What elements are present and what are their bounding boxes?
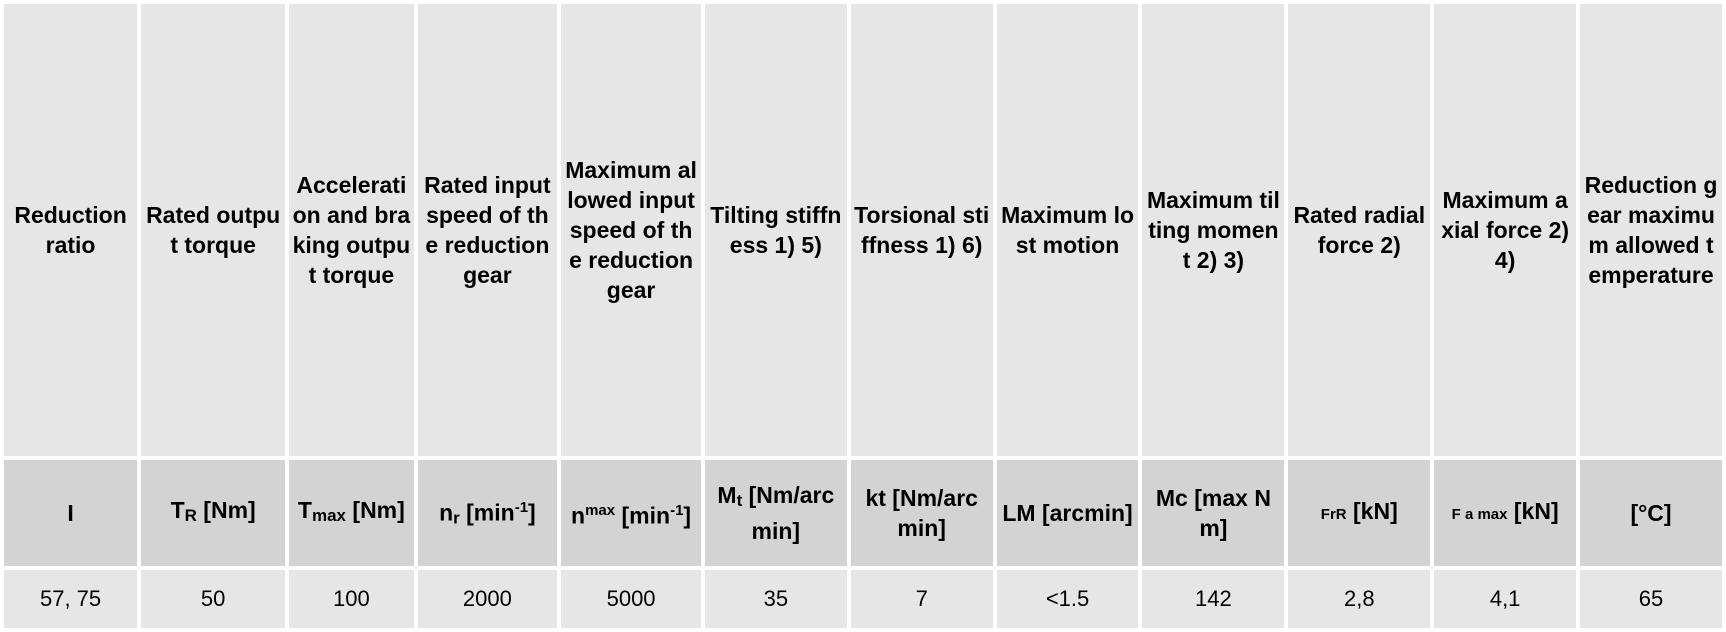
value-torsional-stiffness: 7: [850, 570, 993, 628]
header-max-lost-motion: Maximum lost motion: [996, 4, 1139, 456]
symbol-rated-output-torque: TR [Nm]: [141, 460, 286, 566]
value-row: 57, 75 50 100 2000 5000 35 7 <1.5 142 2,…: [4, 570, 1722, 628]
symbol-rated-input-speed: nr [min-1]: [417, 460, 558, 566]
value-acceleration-torque: 100: [289, 570, 414, 628]
header-reduction-ratio: Reduction ratio: [4, 4, 138, 456]
value-axial-force: 4,1: [1434, 570, 1577, 628]
symbol-reduction-ratio: I: [4, 460, 138, 566]
symbol-row: I TR [Nm] Tmax [Nm] nr [min-1] nmax [min…: [4, 460, 1722, 566]
symbol-tilting-moment: Mc [max Nm]: [1142, 460, 1285, 566]
symbol-radial-force: FrR [kN]: [1288, 460, 1431, 566]
value-max-input-speed: 5000: [561, 570, 701, 628]
symbol-tilting-stiffness: Mt [Nm/arc min]: [704, 460, 847, 566]
header-max-input-speed: Maximum allowed input speed of the reduc…: [561, 4, 701, 456]
value-rated-output-torque: 50: [141, 570, 286, 628]
value-reduction-ratio: 57, 75: [4, 570, 138, 628]
symbol-axial-force: F a max [kN]: [1434, 460, 1577, 566]
header-row: Reduction ratio Rated output torque Acce…: [4, 4, 1722, 456]
header-max-tilting-moment: Maximum tilting moment 2) 3): [1142, 4, 1285, 456]
value-radial-force: 2,8: [1288, 570, 1431, 628]
symbol-lost-motion: LM [arcmin]: [996, 460, 1139, 566]
symbol-acceleration-torque: Tmax [Nm]: [289, 460, 414, 566]
header-torsional-stiffness: Torsional stiffness 1) 6): [850, 4, 993, 456]
symbol-max-input-speed: nmax [min-1]: [561, 460, 701, 566]
header-tilting-stiffness: Tilting stiffness 1) 5): [704, 4, 847, 456]
symbol-temperature: [°C]: [1580, 460, 1722, 566]
value-temperature: 65: [1580, 570, 1722, 628]
header-rated-radial-force: Rated radial force 2): [1288, 4, 1431, 456]
header-max-temperature: Reduction gear maximum allowed temperatu…: [1580, 4, 1722, 456]
header-rated-input-speed: Rated input speed of the reduction gear: [417, 4, 558, 456]
header-max-axial-force: Maximum axial force 2) 4): [1434, 4, 1577, 456]
header-rated-output-torque: Rated output torque: [141, 4, 286, 456]
value-rated-input-speed: 2000: [417, 570, 558, 628]
value-tilting-moment: 142: [1142, 570, 1285, 628]
header-acceleration-braking-torque: Acceleration and braking output torque: [289, 4, 414, 456]
value-tilting-stiffness: 35: [704, 570, 847, 628]
value-lost-motion: <1.5: [996, 570, 1139, 628]
symbol-torsional-stiffness: kt [Nm/arc min]: [850, 460, 993, 566]
